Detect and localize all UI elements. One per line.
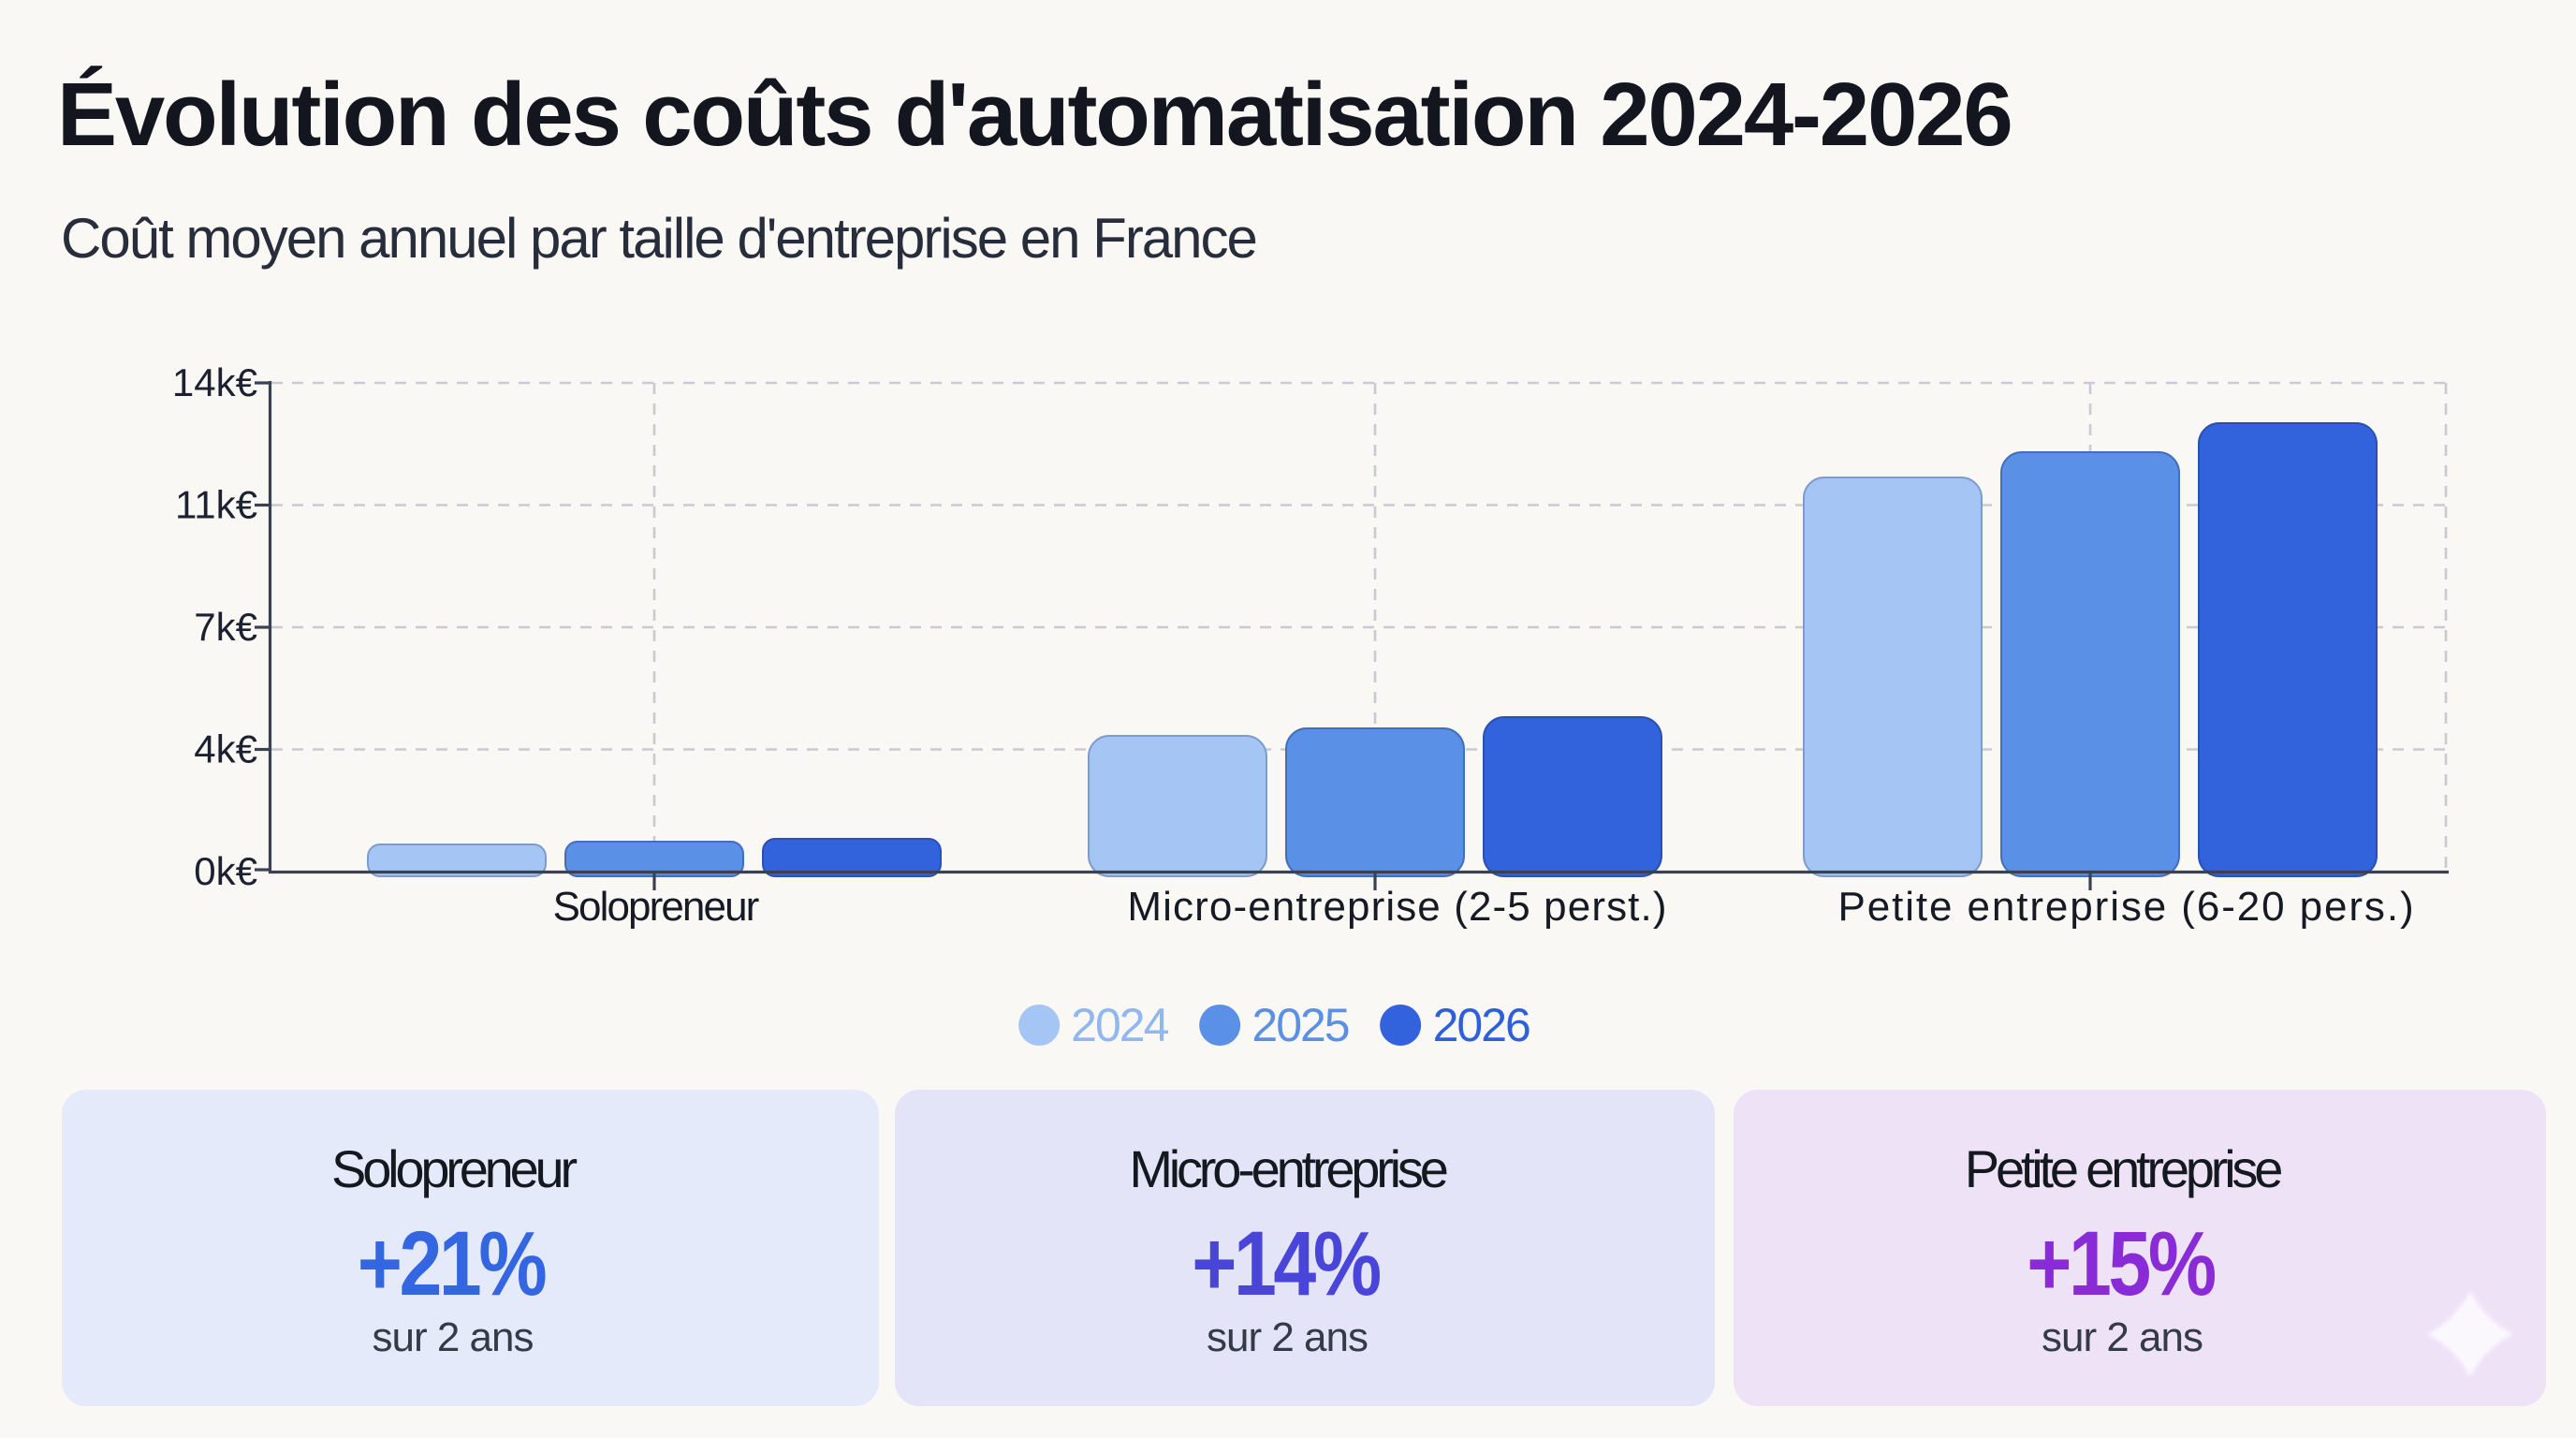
svg-text:Petite entreprise (6-20 pers.): Petite entreprise (6-20 pers.) [1837,884,2415,930]
svg-text:0k€: 0k€ [194,849,257,893]
svg-text:Solopreneur: Solopreneur [553,884,759,930]
svg-text:4k€: 4k€ [194,727,257,771]
svg-text:14k€: 14k€ [172,360,257,404]
svg-text:7k€: 7k€ [194,605,257,649]
svg-text:Micro-entreprise (2-5 perst.): Micro-entreprise (2-5 perst.) [1127,884,1667,930]
svg-text:11k€: 11k€ [175,483,257,527]
